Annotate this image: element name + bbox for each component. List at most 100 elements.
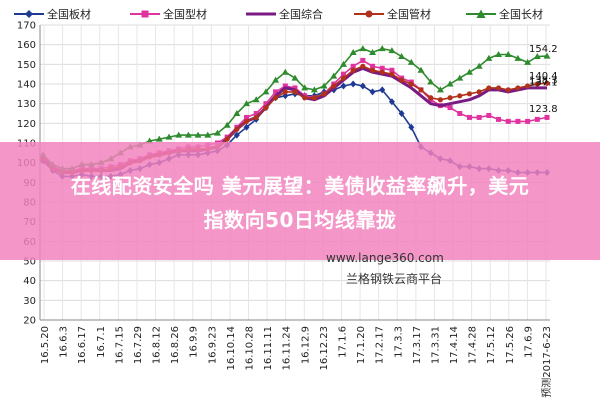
data-point xyxy=(273,95,279,101)
data-point xyxy=(369,88,376,96)
x-tick-label: 17.4.28 xyxy=(468,326,479,364)
watermark-company: 兰格钢铁云商平台 xyxy=(346,272,443,286)
x-tick-label: 16.8.26 xyxy=(170,326,181,364)
data-point xyxy=(349,49,357,56)
data-point xyxy=(252,96,260,103)
data-point xyxy=(291,74,299,81)
data-point xyxy=(505,87,511,93)
x-tick-label: 16.10.28 xyxy=(245,326,256,371)
data-point xyxy=(427,78,435,85)
overlay-banner xyxy=(0,142,600,260)
data-point xyxy=(282,83,288,89)
legend-swatch-2 xyxy=(246,12,276,16)
x-tick-label: 17.1.20 xyxy=(356,326,367,364)
data-point xyxy=(223,121,231,128)
legend-swatch-1 xyxy=(130,10,160,18)
data-point xyxy=(194,131,202,138)
data-point xyxy=(310,86,318,93)
y-tick-label: 160 xyxy=(17,40,36,51)
legend-item-2: 全国综合 xyxy=(246,6,323,22)
x-tick-label: 16.10.14 xyxy=(226,326,237,371)
data-point xyxy=(379,86,386,94)
data-point xyxy=(398,52,406,59)
legend-swatch-4 xyxy=(466,9,496,18)
y-tick-label: 130 xyxy=(17,99,36,110)
data-point xyxy=(301,84,309,91)
x-tick-label: 16.9.9 xyxy=(189,326,200,358)
banner-headline-line2: 指数向50日均线靠拢 xyxy=(203,208,397,232)
data-point xyxy=(340,75,347,81)
y-tick-label: 30 xyxy=(23,296,36,307)
end-value-label: 154.2 xyxy=(529,44,558,55)
x-tick-label: 17.1.6 xyxy=(337,326,348,358)
data-point xyxy=(495,85,502,91)
data-point xyxy=(446,80,454,87)
data-point xyxy=(272,76,280,83)
data-point xyxy=(398,110,405,117)
data-point xyxy=(359,45,367,52)
y-tick-label: 50 xyxy=(23,257,36,268)
x-tick-label: 16.5.20 xyxy=(40,326,51,364)
data-point xyxy=(302,95,308,101)
data-point xyxy=(447,95,453,101)
data-point xyxy=(282,92,289,100)
data-point xyxy=(428,95,434,101)
data-point xyxy=(282,89,288,95)
data-point xyxy=(213,129,221,136)
data-point xyxy=(543,52,551,59)
x-tick-label: 16.12.23 xyxy=(319,326,330,371)
data-point xyxy=(273,89,279,95)
legend-item-1: 全国型材 xyxy=(130,6,207,22)
x-tick-label: 16.7.29 xyxy=(133,326,144,364)
data-point xyxy=(378,45,386,52)
data-point xyxy=(340,82,347,90)
data-point xyxy=(330,72,338,79)
x-tick-label: 16.12.9 xyxy=(300,326,311,364)
x-tick-label: 16.8.12 xyxy=(152,326,163,364)
data-point xyxy=(253,111,259,116)
data-point xyxy=(466,91,473,97)
x-tick-label: 17.2.17 xyxy=(375,326,386,364)
data-point xyxy=(389,67,395,73)
y-tick-label: 20 xyxy=(23,316,36,327)
x-tick-label: 预测2017-6-23 xyxy=(540,326,553,398)
data-point xyxy=(350,67,356,73)
data-point xyxy=(331,83,337,89)
data-point xyxy=(534,116,540,122)
x-tick-label: 16.6.3 xyxy=(59,326,70,358)
data-point xyxy=(320,82,328,89)
data-point xyxy=(263,105,269,111)
data-point xyxy=(321,91,327,97)
legend-item-3: 全国管材 xyxy=(354,6,431,22)
end-value-label: 137.1 xyxy=(529,78,558,89)
data-point xyxy=(436,86,444,93)
data-point xyxy=(292,85,298,91)
data-point xyxy=(525,83,531,89)
data-point xyxy=(359,82,366,90)
legend-label-2: 全国综合 xyxy=(279,8,323,21)
data-point xyxy=(476,89,482,95)
legend-label-4: 全国长材 xyxy=(499,8,543,21)
data-point xyxy=(224,136,230,142)
data-point xyxy=(417,66,425,73)
x-tick-label: 17.3.3 xyxy=(393,326,404,358)
data-point xyxy=(525,118,531,124)
data-point xyxy=(234,126,240,132)
data-point xyxy=(456,74,464,81)
data-point xyxy=(292,89,298,95)
end-value-label: 140.4 xyxy=(529,71,558,82)
y-tick-label: 40 xyxy=(23,276,36,287)
y-tick-label: 150 xyxy=(17,60,36,71)
data-point xyxy=(524,58,532,65)
x-tick-label: 16.11.11 xyxy=(263,326,274,371)
legend-label-0: 全国板材 xyxy=(47,8,91,21)
data-point xyxy=(262,88,270,95)
data-point xyxy=(418,87,424,93)
data-point xyxy=(243,100,251,107)
y-tick-label: 120 xyxy=(17,119,36,130)
data-point xyxy=(339,60,347,67)
data-point xyxy=(281,68,289,75)
data-point xyxy=(379,69,385,75)
data-point xyxy=(544,80,550,86)
watermark-url: www.lange360.com xyxy=(326,251,444,265)
